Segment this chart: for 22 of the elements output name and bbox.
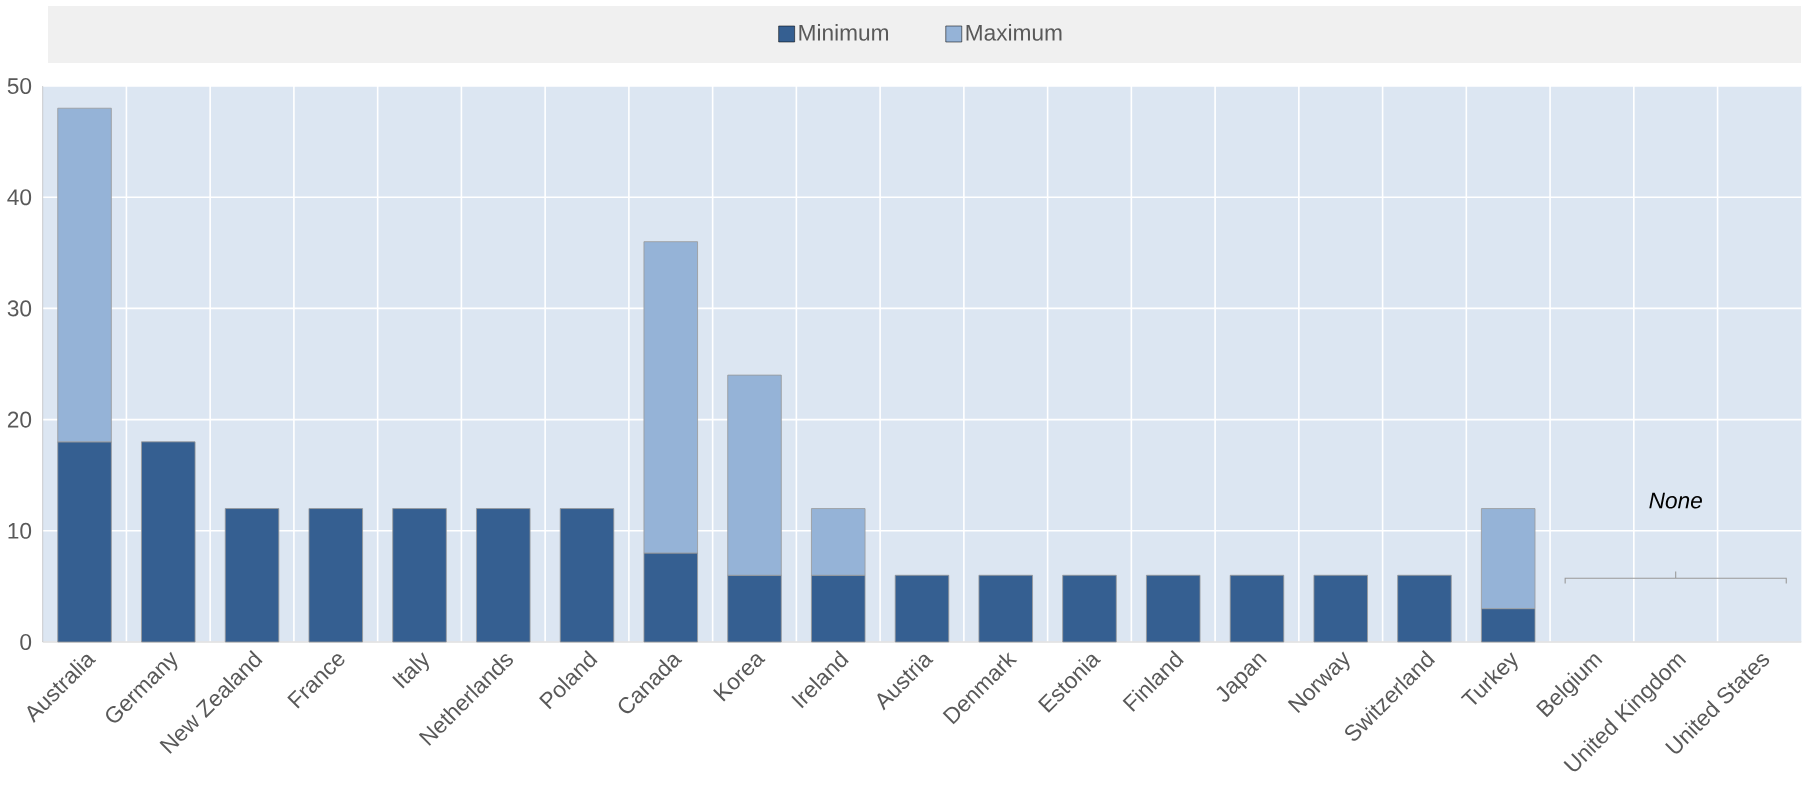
bar [1146, 574, 1201, 643]
bar [1313, 574, 1368, 643]
bar [224, 508, 280, 643]
legend-label: Minimum [799, 24, 889, 41]
bar [392, 508, 447, 643]
bar [476, 508, 531, 643]
legend-label: Maximum [966, 24, 1062, 41]
bar [308, 508, 363, 643]
y-tick-label: 0 [20, 633, 32, 651]
y-tick-label: 50 [7, 77, 32, 95]
y-tick-label: 40 [7, 189, 32, 206]
bar [559, 508, 615, 643]
y-tick-label: 10 [8, 522, 32, 539]
bar [894, 574, 950, 643]
bar [1229, 574, 1285, 643]
y-tick-label: 30 [7, 300, 32, 317]
annotation: None [1649, 492, 1702, 509]
y-tick-label: 20 [7, 411, 32, 428]
bar [978, 574, 1033, 643]
bar [1397, 574, 1452, 643]
bar [1062, 574, 1117, 643]
bar [141, 441, 196, 643]
